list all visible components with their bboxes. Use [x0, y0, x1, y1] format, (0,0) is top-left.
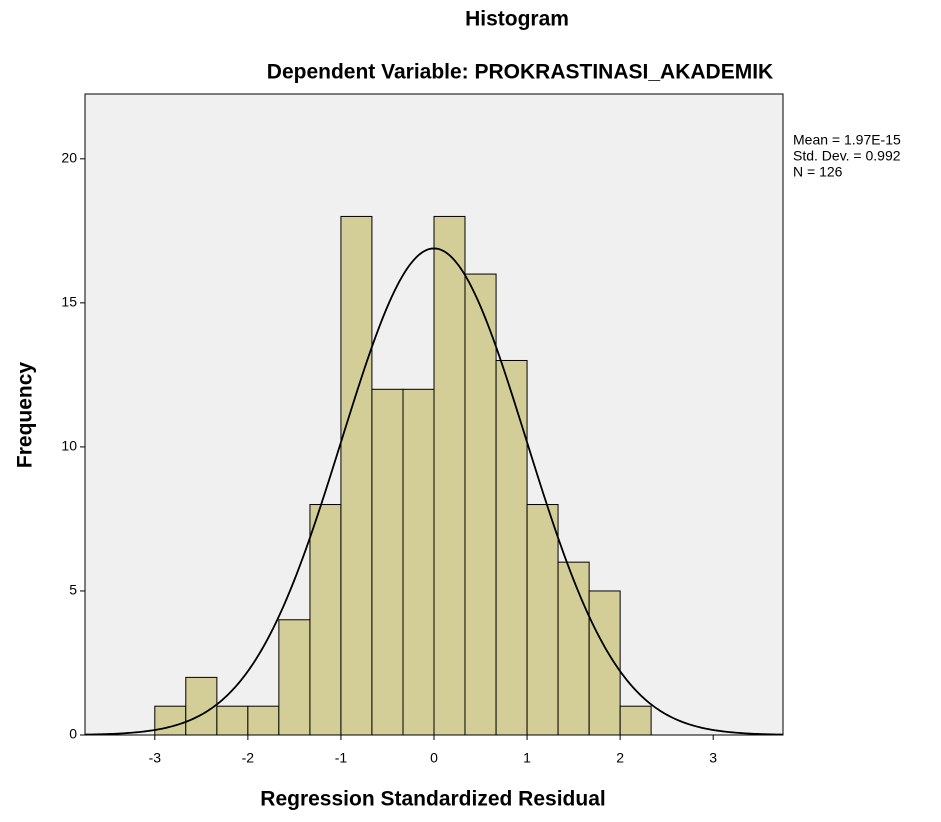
x-tick-label: -1 [335, 750, 348, 766]
bar [309, 504, 342, 736]
bar [371, 388, 404, 736]
bar [402, 388, 435, 736]
x-axis-label: Regression Standardized Residual [260, 788, 605, 811]
bar [619, 705, 652, 736]
bar [154, 705, 187, 736]
bar [278, 619, 311, 736]
x-tick-label: -2 [242, 750, 255, 766]
y-tick-label: 15 [61, 294, 77, 310]
bar [247, 705, 280, 736]
bar [557, 561, 590, 736]
x-tick-label: 3 [709, 750, 717, 766]
y-axis-label: Frequency [14, 362, 37, 469]
bar [495, 359, 528, 736]
chart-title: Histogram [465, 8, 569, 31]
bar [340, 215, 373, 736]
x-tick-label: 0 [430, 750, 438, 766]
bar [216, 705, 249, 736]
stat-label: Std. Dev. = 0.992 [793, 148, 901, 164]
bar [433, 215, 466, 736]
stat-label: Mean = 1.97E-15 [793, 132, 901, 148]
y-tick-label: 20 [61, 150, 77, 166]
bar [464, 273, 497, 736]
normal-curve [84, 247, 784, 736]
x-tick-label: 2 [616, 750, 624, 766]
bar [526, 504, 559, 736]
y-tick-label: 0 [69, 726, 77, 742]
y-tick-label: 10 [61, 438, 77, 454]
bar [185, 676, 218, 736]
y-tick-label: 5 [69, 582, 77, 598]
chart-subtitle: Dependent Variable: PROKRASTINASI_AKADEM… [267, 61, 773, 84]
x-tick-label: -3 [149, 750, 162, 766]
stat-label: N = 126 [793, 164, 843, 180]
x-tick-label: 1 [523, 750, 531, 766]
